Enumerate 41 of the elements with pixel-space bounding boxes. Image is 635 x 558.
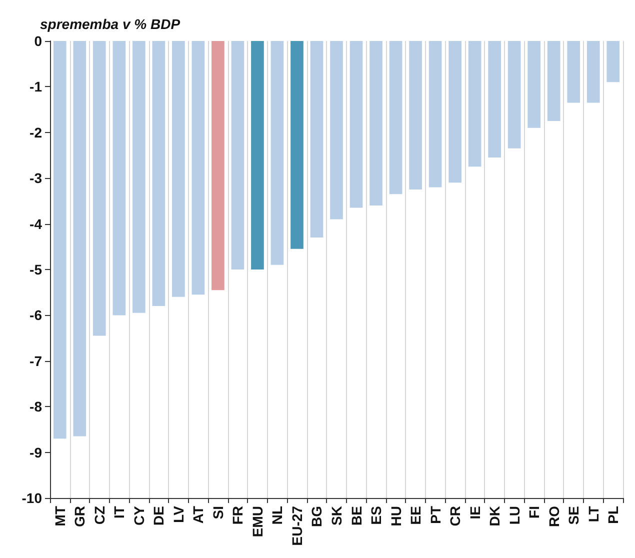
- y-tick-label: -1: [30, 78, 42, 95]
- x-tick-label: NL: [269, 506, 286, 525]
- x-tick-label: LT: [585, 506, 602, 522]
- y-tick-label: 0: [34, 33, 42, 49]
- x-tick-label: GR: [72, 506, 88, 527]
- x-tick-label: MT: [52, 506, 68, 526]
- y-tick-label: -4: [30, 216, 42, 232]
- x-tick-label: RO: [546, 506, 562, 527]
- x-tick-label: BG: [308, 506, 325, 527]
- y-tick-label: -10: [22, 490, 42, 506]
- y-tick-label: -5: [30, 262, 42, 278]
- x-tick-label: EU-27: [288, 506, 305, 546]
- x-tick-label: LV: [170, 505, 186, 523]
- y-tick-label: -3: [30, 170, 42, 186]
- x-tick-label: FI: [526, 506, 542, 518]
- x-tick-label: IE: [466, 506, 483, 520]
- x-tick-label: EE: [408, 506, 424, 525]
- y-tick-label: -8: [30, 398, 42, 415]
- y-tick-label: -6: [30, 307, 42, 324]
- x-tick-label: CY: [130, 505, 147, 526]
- x-tick-label: LU: [506, 506, 522, 525]
- x-tick-label: BE: [348, 506, 364, 526]
- y-tick-label: -9: [30, 444, 42, 460]
- x-tick-label: SK: [328, 506, 344, 526]
- x-tick-label: DK: [486, 506, 503, 526]
- y-tick-label: -7: [30, 352, 42, 369]
- x-tick-label: SI: [210, 506, 226, 520]
- x-tick-label: DE: [150, 506, 167, 526]
- y-axis-title: sprememba v % BDP: [40, 16, 181, 32]
- x-tick-label: SE: [566, 506, 582, 525]
- x-tick-label: CR: [447, 506, 464, 526]
- x-tick-label: AT: [190, 506, 206, 524]
- x-tick-label: FR: [230, 506, 246, 525]
- x-tick-label: EMU: [249, 506, 266, 538]
- x-tick-label: PL: [605, 506, 622, 524]
- x-tick-label: ES: [368, 506, 384, 525]
- x-tick-label: PT: [427, 506, 444, 524]
- x-tick-label: HU: [388, 506, 404, 526]
- y-tick-label: -2: [30, 124, 42, 140]
- x-tick-label: CZ: [91, 506, 108, 525]
- x-tick-label: IT: [111, 506, 128, 518]
